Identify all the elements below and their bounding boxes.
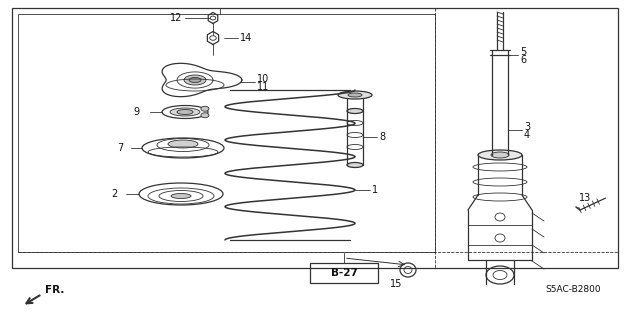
Ellipse shape [189,77,201,83]
Text: 14: 14 [240,33,252,43]
Text: 4: 4 [524,130,530,140]
Bar [18,14,435,252]
Text: 9: 9 [134,107,140,117]
Bar [310,263,378,283]
Ellipse shape [347,108,363,114]
Ellipse shape [347,163,363,167]
Text: 1: 1 [372,185,378,195]
Ellipse shape [184,75,206,85]
Text: FR.: FR. [45,285,65,295]
Ellipse shape [201,113,209,118]
Ellipse shape [491,152,509,158]
Text: 3: 3 [524,122,530,132]
Ellipse shape [171,194,191,198]
Text: S5AC-B2800: S5AC-B2800 [545,285,600,294]
Text: 11: 11 [257,82,269,92]
Ellipse shape [338,91,372,99]
Text: B-27: B-27 [331,268,357,278]
Text: 5: 5 [520,47,526,57]
Text: 2: 2 [112,189,118,199]
Text: 6: 6 [520,55,526,65]
Ellipse shape [201,106,209,111]
Ellipse shape [348,93,362,97]
Text: 12: 12 [170,13,182,23]
Ellipse shape [170,108,200,116]
Text: 7: 7 [116,143,123,153]
Text: 13: 13 [579,193,591,203]
Ellipse shape [168,140,198,148]
Text: 10: 10 [257,74,269,84]
Bar [12,8,618,268]
Ellipse shape [478,150,522,160]
Ellipse shape [177,109,193,115]
Text: 15: 15 [390,279,402,289]
Text: 8: 8 [379,132,385,142]
